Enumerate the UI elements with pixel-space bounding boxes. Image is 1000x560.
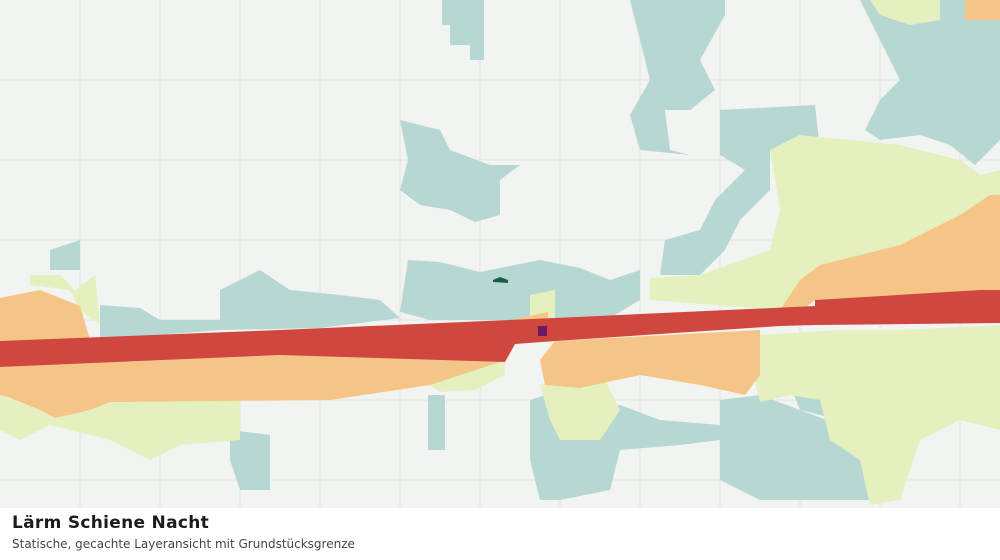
parcel-marker	[493, 277, 508, 283]
noise-zone-very-high	[0, 290, 1000, 367]
noise-zone-moderate	[0, 0, 1000, 505]
noise-zone-high	[0, 0, 1000, 418]
caption-panel: Lärm Schiene Nacht Statische, gecachte L…	[0, 508, 1000, 560]
map-subtitle: Statische, gecachte Layeransicht mit Gru…	[12, 537, 355, 551]
map-title: Lärm Schiene Nacht	[12, 513, 210, 533]
noise-zone-extreme	[538, 326, 547, 336]
